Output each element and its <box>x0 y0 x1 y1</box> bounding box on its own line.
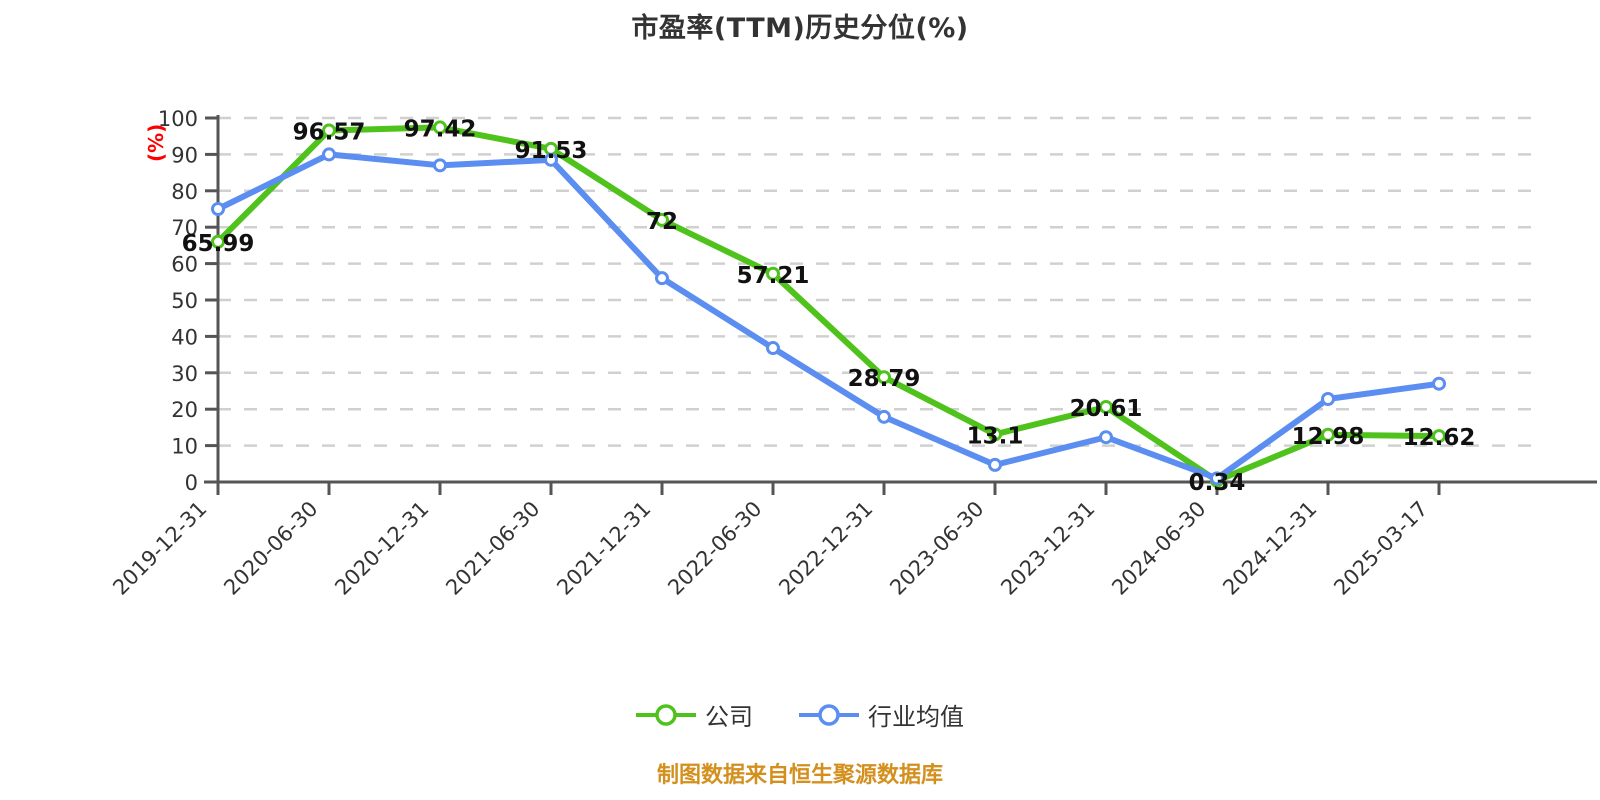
data-point[interactable] <box>211 234 225 249</box>
data-label: 12.62 <box>1403 425 1476 451</box>
data-label: 28.79 <box>848 366 921 392</box>
y-tick-label: 60 <box>171 253 198 277</box>
series-line-公司 <box>215 124 1442 484</box>
x-tick-label: 2020-12-31 <box>330 497 433 600</box>
page-title: 市盈率(TTM)历史分位(%) <box>631 13 969 44</box>
data-point[interactable] <box>433 120 447 135</box>
y-tick-label: 50 <box>171 289 198 313</box>
data-point[interactable] <box>655 212 669 227</box>
x-axis-ticks: 2019-12-31 2020-06-30 2020-12-31 2021-06-30… <box>108 482 1441 600</box>
data-point[interactable] <box>322 123 336 138</box>
data-label: 12.98 <box>1292 424 1365 450</box>
data-point[interactable] <box>766 266 780 281</box>
data-label: 96.57 <box>293 119 366 145</box>
data-label: 57.21 <box>737 263 810 289</box>
data-label: 72 <box>646 209 678 235</box>
legend-item-industry-average[interactable]: 行业均值 <box>799 697 964 732</box>
data-point[interactable] <box>988 457 1002 472</box>
x-tick-label: 2019-12-31 <box>108 497 211 600</box>
data-point[interactable] <box>1099 399 1113 414</box>
data-point[interactable] <box>766 341 780 356</box>
y-tick-label: 80 <box>171 180 198 204</box>
y-tick-label: 30 <box>171 362 198 386</box>
y-tick-label: 70 <box>171 216 198 240</box>
chart-legend[interactable]: 公司 行业均值 <box>0 697 1600 732</box>
y-tick-label: 0 <box>185 471 198 495</box>
series-points <box>211 120 1446 488</box>
x-tick-label: 2023-12-31 <box>996 497 1099 600</box>
series-lines <box>215 124 1442 484</box>
data-point[interactable] <box>1099 430 1113 445</box>
source-footnote: 制图数据来自恒生聚源数据库 <box>656 763 943 788</box>
data-point[interactable] <box>877 409 891 424</box>
data-label: 91.53 <box>515 138 588 164</box>
y-tick-label: 20 <box>171 398 198 422</box>
series-line-行业均值 <box>215 151 1442 482</box>
x-tick-label: 2024-06-30 <box>1107 497 1210 600</box>
data-labels: 65.99 96.57 97.42 91.53 72 57.21 28.79 13.1 20.6… <box>182 116 1476 495</box>
x-tick-label: 2025-03-17 <box>1329 497 1432 600</box>
x-tick-label: 2021-12-31 <box>552 497 655 600</box>
y-tick-label: 90 <box>171 143 198 167</box>
legend-item-company[interactable]: 公司 <box>636 697 753 732</box>
x-tick-label: 2022-12-31 <box>774 497 877 600</box>
legend-marker-icon <box>799 703 859 726</box>
x-tick-label: 2020-06-30 <box>219 497 322 600</box>
y-tick-label: 40 <box>171 325 198 349</box>
y-tick-label: 10 <box>171 435 198 459</box>
data-point[interactable] <box>211 202 225 216</box>
data-point[interactable] <box>1432 429 1446 444</box>
x-tick-label: 2024-12-31 <box>1218 497 1321 600</box>
x-tick-label: 2022-06-30 <box>663 497 766 600</box>
data-label: 0.34 <box>1189 470 1246 496</box>
x-tick-label: 2023-06-30 <box>885 497 988 600</box>
legend-label: 公司 <box>705 703 753 731</box>
y-axis-unit-label: (%) <box>144 124 168 162</box>
legend-marker-icon <box>636 703 696 726</box>
data-point[interactable] <box>655 271 669 286</box>
y-tick-label: 100 <box>158 107 198 131</box>
data-point[interactable] <box>1321 392 1335 407</box>
data-label: 97.42 <box>404 116 477 142</box>
data-point[interactable] <box>1210 471 1224 486</box>
data-point[interactable] <box>433 158 447 173</box>
x-tick-label: 2021-06-30 <box>441 497 544 600</box>
data-label: 65.99 <box>182 231 255 257</box>
data-point[interactable] <box>1432 376 1446 391</box>
data-point[interactable] <box>544 152 558 167</box>
data-point[interactable] <box>988 427 1002 442</box>
data-label: 20.61 <box>1070 396 1143 422</box>
data-point[interactable] <box>1321 427 1335 442</box>
legend-label: 行业均值 <box>868 703 964 731</box>
data-point[interactable] <box>322 147 336 162</box>
data-point[interactable] <box>877 370 891 385</box>
data-label: 13.1 <box>967 423 1024 449</box>
y-axis-ticks: 0 10 20 30 40 50 60 70 80 90 100 <box>158 107 218 495</box>
